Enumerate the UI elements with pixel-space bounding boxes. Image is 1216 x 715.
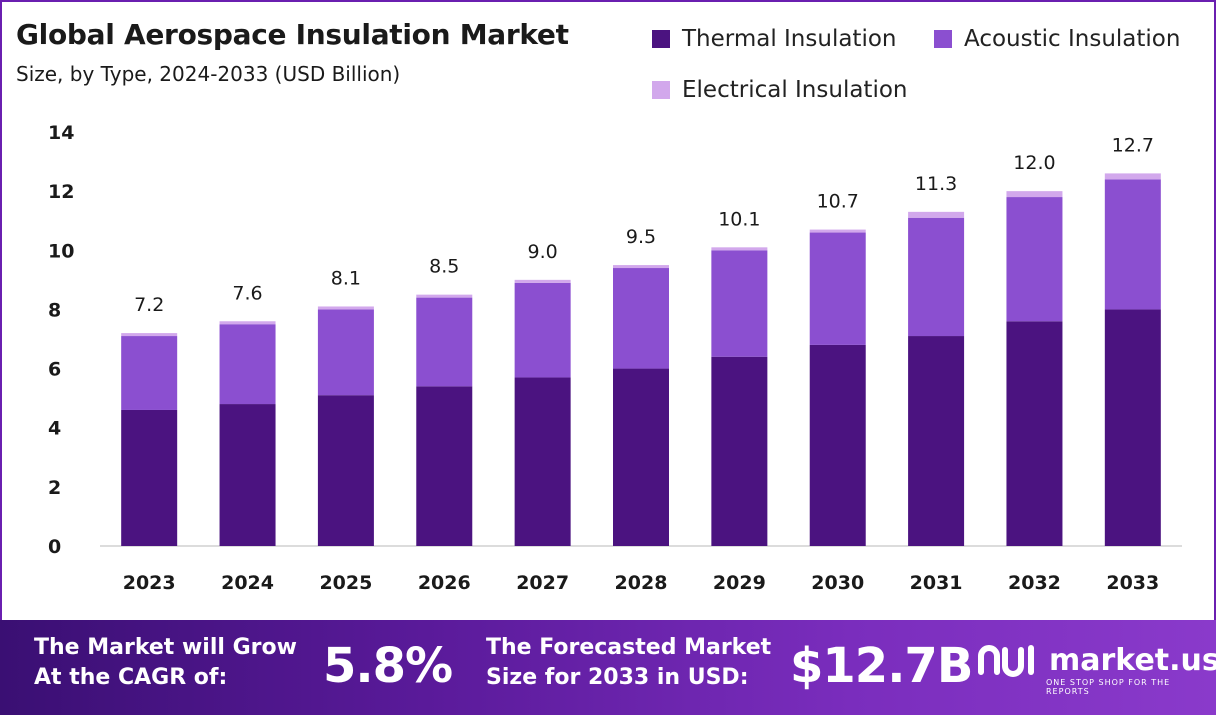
- cagr-label-line2: At the CAGR of:: [34, 665, 228, 690]
- bar-electrical: [317, 306, 374, 310]
- bar-total-label: 11.3: [915, 173, 957, 195]
- y-tick-label: 10: [48, 240, 74, 262]
- y-tick-label: 4: [48, 418, 61, 440]
- x-tick-label: 2030: [811, 572, 864, 594]
- bar-total-label: 7.2: [134, 294, 164, 316]
- y-tick-label: 12: [48, 181, 74, 203]
- bar-acoustic: [121, 336, 178, 410]
- bar-thermal: [514, 377, 571, 546]
- forecast-label: The Forecasted Market Size for 2033 in U…: [486, 633, 771, 693]
- y-tick-label: 8: [48, 299, 61, 321]
- forecast-value: $12.7B: [790, 638, 973, 694]
- chart-title: Global Aerospace Insulation Market: [16, 18, 569, 51]
- bar-acoustic: [809, 232, 866, 345]
- x-tick-label: 2032: [1008, 572, 1061, 594]
- bar-acoustic: [1104, 179, 1161, 310]
- bar-total-label: 9.5: [626, 226, 656, 248]
- market-us-logo-icon: [978, 645, 1034, 677]
- bar-acoustic: [613, 268, 669, 369]
- bar-thermal: [219, 404, 276, 546]
- x-tick-label: 2033: [1106, 572, 1159, 594]
- bar-electrical: [908, 211, 965, 218]
- forecast-label-line1: The Forecasted Market: [486, 635, 772, 660]
- bar-electrical: [809, 229, 866, 233]
- bar-electrical: [711, 247, 768, 251]
- bar-total-label: 8.1: [331, 267, 361, 289]
- bar-electrical: [514, 279, 571, 283]
- brand-name: market.us: [1049, 642, 1216, 678]
- brand-logo: market.us: [975, 640, 1216, 680]
- legend-item-electrical: Electrical Insulation: [652, 77, 908, 103]
- y-tick-label: 6: [48, 359, 61, 381]
- bar-total-label: 10.1: [718, 208, 760, 230]
- bar-chart: 0 2 4 6 8 10 12 14 7.2 2023 7.6 2024 8.1 2025 8.5 2026 9…: [48, 122, 1182, 594]
- legend-label-thermal: Thermal Insulation: [682, 26, 897, 52]
- bar-thermal: [121, 409, 178, 546]
- forecast-label-line2: Size for 2033 in USD:: [486, 665, 749, 690]
- footer-banner: [0, 620, 1216, 715]
- legend-item-thermal: Thermal Insulation: [652, 26, 897, 52]
- bar-thermal: [1006, 321, 1063, 546]
- bar-acoustic: [908, 217, 965, 337]
- bar-acoustic: [1006, 197, 1063, 322]
- x-tick-label: 2025: [319, 572, 372, 594]
- bar-acoustic: [317, 309, 374, 396]
- x-tick-label: 2031: [910, 572, 963, 594]
- bar-electrical: [1006, 191, 1063, 198]
- x-tick-label: 2028: [615, 572, 668, 594]
- y-tick-label: 14: [48, 122, 74, 144]
- bar-total-label: 8.5: [429, 256, 459, 278]
- bar-thermal: [317, 395, 374, 546]
- bar-electrical: [1104, 173, 1161, 180]
- chart-subtitle: Size, by Type, 2024-2033 (USD Billion): [16, 62, 401, 86]
- legend-swatch-acoustic: [934, 30, 952, 48]
- bar-acoustic: [514, 282, 571, 378]
- bar-thermal: [711, 356, 768, 546]
- bar-electrical: [613, 265, 669, 269]
- cagr-value: 5.8%: [323, 638, 453, 694]
- cagr-label: The Market will Grow At the CAGR of:: [34, 633, 297, 693]
- x-tick-label: 2023: [123, 572, 176, 594]
- brand-tagline: ONE STOP SHOP FOR THE REPORTS: [1046, 678, 1171, 696]
- bar-electrical: [416, 294, 473, 298]
- bar-total-label: 12.7: [1112, 134, 1154, 156]
- legend-swatch-thermal: [652, 30, 670, 48]
- bar-acoustic: [711, 250, 768, 357]
- legend-label-acoustic: Acoustic Insulation: [964, 26, 1181, 52]
- y-tick-label: 2: [48, 477, 61, 499]
- x-tick-label: 2029: [713, 572, 766, 594]
- x-tick-label: 2027: [516, 572, 569, 594]
- bar-total-label: 12.0: [1013, 152, 1055, 174]
- bar-total-label: 10.7: [817, 191, 859, 213]
- bar-thermal: [809, 344, 866, 546]
- legend-swatch-electrical: [652, 81, 670, 99]
- bar-total-label: 7.6: [232, 282, 262, 304]
- bar-thermal: [908, 336, 965, 546]
- cagr-label-line1: The Market will Grow: [34, 635, 297, 660]
- bar-total-label: 9.0: [528, 241, 558, 263]
- x-tick-label: 2024: [221, 572, 274, 594]
- bar-thermal: [613, 368, 669, 546]
- bar-acoustic: [219, 324, 276, 405]
- legend-item-acoustic: Acoustic Insulation: [934, 26, 1180, 52]
- bar-acoustic: [416, 297, 473, 387]
- bar-thermal: [416, 386, 473, 546]
- legend-label-electrical: Electrical Insulation: [682, 77, 908, 103]
- bar-electrical: [219, 321, 276, 325]
- bar-electrical: [121, 333, 178, 337]
- y-tick-label: 0: [48, 536, 61, 558]
- bar-thermal: [1104, 309, 1161, 546]
- x-tick-label: 2026: [418, 572, 471, 594]
